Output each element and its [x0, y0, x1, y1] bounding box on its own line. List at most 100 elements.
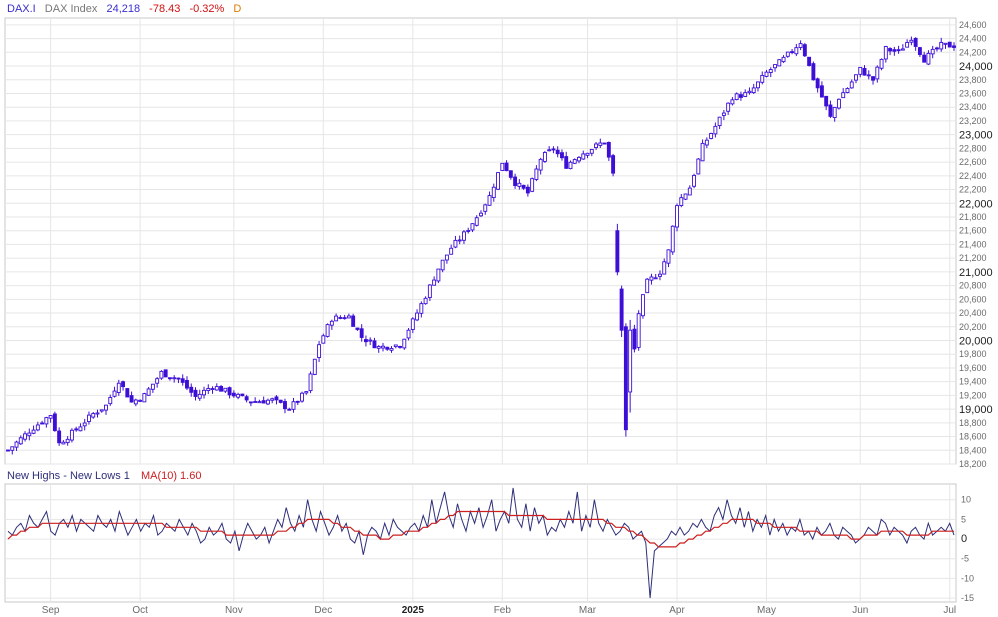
- candle-body-down: [917, 47, 922, 55]
- candle-body-down: [167, 377, 172, 380]
- candle: [457, 235, 462, 245]
- price-y-tick-label: 20,600: [959, 294, 987, 304]
- indicator-y-axis: 10 5 0 -5 -10 -15: [961, 495, 974, 603]
- candle: [764, 69, 769, 78]
- price-y-tick-label: 22,600: [959, 157, 987, 167]
- candle-body-down: [619, 288, 624, 331]
- candle: [444, 254, 449, 264]
- candle-body-up: [496, 172, 500, 190]
- candle: [662, 258, 667, 275]
- candle: [91, 412, 96, 419]
- candle: [189, 383, 194, 397]
- candle: [406, 328, 411, 341]
- candle-body-down: [871, 76, 875, 81]
- candle: [900, 44, 905, 51]
- candle: [568, 160, 573, 170]
- candle: [606, 141, 611, 161]
- candle: [602, 142, 607, 145]
- candle: [883, 45, 888, 63]
- candle: [572, 158, 577, 165]
- candle: [78, 423, 83, 432]
- candle: [947, 41, 952, 48]
- candle-body-up: [781, 56, 786, 63]
- candle: [773, 64, 777, 72]
- candle: [777, 59, 782, 67]
- candle-body-up: [470, 223, 475, 231]
- price-y-tick-label: 23,000: [959, 130, 993, 142]
- indicator-y-tick-label: 0: [961, 533, 967, 545]
- candle-body-down: [862, 67, 867, 76]
- indicator-horizontal-grid: [5, 499, 956, 599]
- candle-body-up: [112, 390, 117, 397]
- candle-body-up: [713, 125, 718, 135]
- indicator-y-tick-label: -15: [961, 593, 974, 603]
- candle: [146, 387, 151, 396]
- candle-body-up: [491, 186, 496, 199]
- candle: [419, 301, 424, 318]
- price-y-tick-label: 20,000: [959, 335, 993, 347]
- candle-body-up: [930, 48, 935, 55]
- candle: [935, 46, 939, 52]
- candle-body-up: [376, 346, 381, 349]
- candle: [747, 87, 752, 95]
- candle-body-up: [406, 329, 411, 339]
- candle-body-up: [692, 174, 697, 187]
- candle: [87, 411, 91, 425]
- ma10-line: [7, 510, 954, 548]
- price-plot-frame: [4, 17, 957, 465]
- candle-body-up: [150, 383, 155, 390]
- candle-body-down: [935, 47, 939, 50]
- candle-body-down: [244, 396, 249, 401]
- candle-body-up: [65, 438, 70, 444]
- candle: [939, 37, 944, 52]
- candle: [27, 428, 32, 441]
- candle-body-down: [278, 399, 283, 403]
- candle-body-down: [227, 387, 232, 396]
- candle-body-up: [875, 66, 880, 80]
- candle-body-up: [598, 142, 603, 146]
- candle: [675, 203, 679, 232]
- candle-body-down: [398, 346, 402, 348]
- candle: [133, 398, 138, 407]
- candle-body-down: [351, 315, 356, 327]
- candle-body-down: [283, 401, 287, 410]
- candle-body-up: [487, 195, 492, 206]
- candle-body-down: [815, 78, 820, 89]
- candle-body-up: [206, 388, 211, 392]
- candle-body-up: [257, 401, 262, 404]
- candle: [943, 42, 948, 49]
- candle: [875, 65, 880, 83]
- x-axis: Sep Oct Nov Dec 2025 Feb Mar Apr May Jun Jul: [42, 605, 956, 616]
- x-tick-label: Jun: [852, 605, 868, 616]
- candle-body-up: [836, 98, 841, 109]
- candle: [57, 427, 62, 446]
- candle-body-up: [155, 378, 160, 384]
- x-tick-label: 2025: [402, 605, 425, 616]
- candle-body-down: [892, 49, 897, 52]
- candle: [619, 285, 624, 338]
- candle: [513, 173, 518, 189]
- price-y-tick-label: 21,200: [959, 253, 987, 263]
- candle-body-down: [372, 340, 377, 349]
- candle-body-up: [436, 268, 441, 282]
- candle: [555, 146, 560, 158]
- price-y-tick-label: 21,800: [959, 212, 987, 222]
- candle-body-up: [628, 329, 633, 393]
- candle-body-down: [952, 45, 956, 48]
- candle-body-down: [606, 141, 611, 158]
- candle-body-up: [756, 81, 760, 89]
- candle-body-up: [346, 315, 351, 319]
- candle: [18, 435, 23, 445]
- candle-body-up: [542, 152, 547, 162]
- candle: [52, 411, 57, 432]
- candle: [129, 391, 134, 403]
- candle-body-up: [172, 377, 177, 380]
- candle-body-up: [670, 225, 675, 253]
- candle-body-up: [78, 426, 83, 432]
- candle: [849, 79, 854, 89]
- indicator-panel: 10 5 0 -5 -10 -15: [4, 483, 974, 603]
- candle-body-down: [824, 95, 829, 107]
- candle-body-up: [197, 393, 202, 399]
- candle: [155, 377, 160, 388]
